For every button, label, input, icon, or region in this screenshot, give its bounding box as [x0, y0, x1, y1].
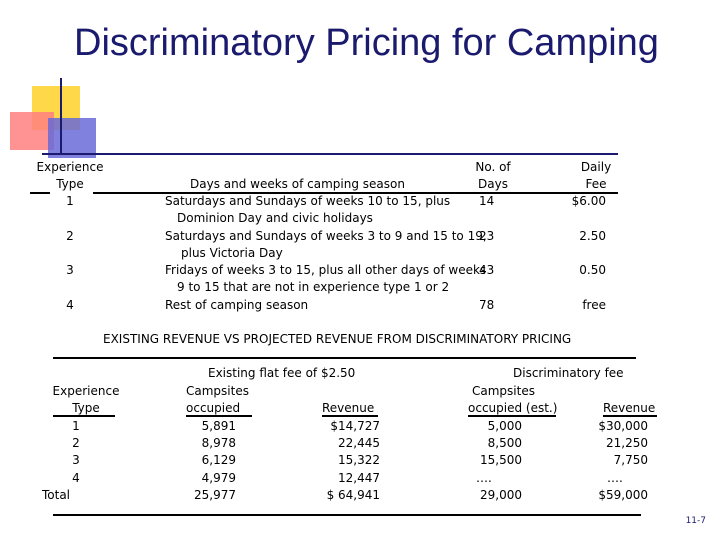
- t1-header-fee-1: Daily: [580, 160, 612, 174]
- t2-total-drevenue: $59,000: [598, 488, 648, 502]
- t2-row2-drevenue: 21,250: [606, 436, 648, 450]
- t1-row4-type: 4: [66, 298, 74, 312]
- t2-header-type-2: Type: [72, 401, 100, 415]
- t2-row3-occupied: 6,129: [201, 453, 236, 467]
- t1-row2-season-2: plus Victoria Day: [181, 246, 283, 260]
- t2-header-rule-b: [186, 415, 252, 417]
- t1-row1-season-1: Saturdays and Sundays of weeks 10 to 15,…: [165, 194, 451, 208]
- t2-total-label: Total: [41, 488, 71, 502]
- t2-row1-type: 1: [72, 419, 80, 433]
- t2-header-rule-d: [468, 415, 556, 417]
- t2-row2-revenue: 22,445: [338, 436, 380, 450]
- t1-row1-type: 1: [66, 194, 74, 208]
- t2-title-rule: [53, 357, 636, 359]
- decor-vertical-line: [60, 78, 62, 154]
- t1-row1-fee: $6.00: [571, 194, 606, 208]
- t2-group-discriminatory: Discriminatory fee: [513, 366, 624, 380]
- t1-row1-days: 14: [479, 194, 495, 208]
- t2-group-existing: Existing flat fee of $2.50: [208, 366, 356, 380]
- t1-row3-type: 3: [66, 263, 74, 277]
- t1-header-days-2: Days: [478, 177, 508, 191]
- decor-square-red: [10, 112, 54, 150]
- t2-header-rule-c: [322, 415, 378, 417]
- t2-header-drevenue: Revenue: [603, 401, 656, 415]
- t2-row2-type: 2: [72, 436, 80, 450]
- t1-row3-season-1: Fridays of weeks 3 to 15, plus all other…: [165, 263, 487, 277]
- t2-header-revenue: Revenue: [322, 401, 375, 415]
- t2-total-revenue: $ 64,941: [326, 488, 380, 502]
- t1-row1-season-2: Dominion Day and civic holidays: [177, 211, 373, 225]
- t2-header-dcampsites-1: Campsites: [472, 384, 535, 398]
- title-underline: [42, 153, 618, 155]
- slide-title: Discriminatory Pricing for Camping: [74, 22, 659, 64]
- t2-row4-type: 4: [72, 471, 80, 485]
- t1-header-type-2: Type: [56, 177, 84, 191]
- t2-row3-revenue: 15,322: [338, 453, 380, 467]
- t1-row3-season-2: 9 to 15 that are not in experience type …: [177, 280, 450, 294]
- t2-header-campsites-1: Campsites: [186, 384, 249, 398]
- t1-row2-fee: 2.50: [579, 229, 606, 243]
- t1-row2-type: 2: [66, 229, 74, 243]
- t2-header-rule-a: [53, 415, 115, 417]
- t2-row1-doccupied: 5,000: [487, 419, 522, 433]
- slide-number: 11-7: [685, 516, 706, 526]
- t1-row2-days: 23: [479, 229, 495, 243]
- t2-row4-doccupied: ….: [476, 471, 492, 485]
- t2-row2-occupied: 8,978: [201, 436, 236, 450]
- t2-header-dcampsites-2: occupied (est.): [468, 401, 558, 415]
- t2-row1-drevenue: $30,000: [598, 419, 648, 433]
- t1-header-season: Days and weeks of camping season: [190, 177, 405, 191]
- t1-header-fee-2: Fee: [585, 177, 607, 191]
- t2-row1-occupied: 5,891: [201, 419, 236, 433]
- t2-row3-type: 3: [72, 453, 80, 467]
- t2-row4-revenue: 12,447: [338, 471, 380, 485]
- decor-square-blue: [48, 118, 96, 158]
- t1-row3-fee: 0.50: [579, 263, 606, 277]
- t2-row3-doccupied: 15,500: [480, 453, 522, 467]
- t2-row3-drevenue: 7,750: [613, 453, 648, 467]
- t2-total-occupied: 25,977: [194, 488, 236, 502]
- t1-row4-season-1: Rest of camping season: [165, 298, 309, 312]
- t1-header-type-1: Experience: [36, 160, 104, 174]
- t2-total-doccupied: 29,000: [480, 488, 522, 502]
- t1-header-days-1: No. of: [475, 160, 511, 174]
- t1-header-rule-b: [93, 192, 618, 194]
- t1-row4-fee: free: [582, 298, 606, 312]
- t2-title: EXISTING REVENUE VS PROJECTED REVENUE FR…: [103, 332, 572, 346]
- t2-header-type-1: Experience: [52, 384, 120, 398]
- t1-row2-season-1: Saturdays and Sundays of weeks 3 to 9 an…: [165, 229, 487, 243]
- t1-header-rule-a: [30, 192, 50, 194]
- t2-header-campsites-2: occupied: [186, 401, 241, 415]
- t1-row3-days: 43: [479, 263, 495, 277]
- t2-header-rule-e: [603, 415, 657, 417]
- t1-row4-days: 78: [479, 298, 495, 312]
- t2-row1-revenue: $14,727: [330, 419, 380, 433]
- t2-row4-occupied: 4,979: [201, 471, 236, 485]
- t2-bottom-rule: [53, 514, 641, 516]
- t2-row4-drevenue: ….: [607, 471, 623, 485]
- t2-row2-doccupied: 8,500: [487, 436, 522, 450]
